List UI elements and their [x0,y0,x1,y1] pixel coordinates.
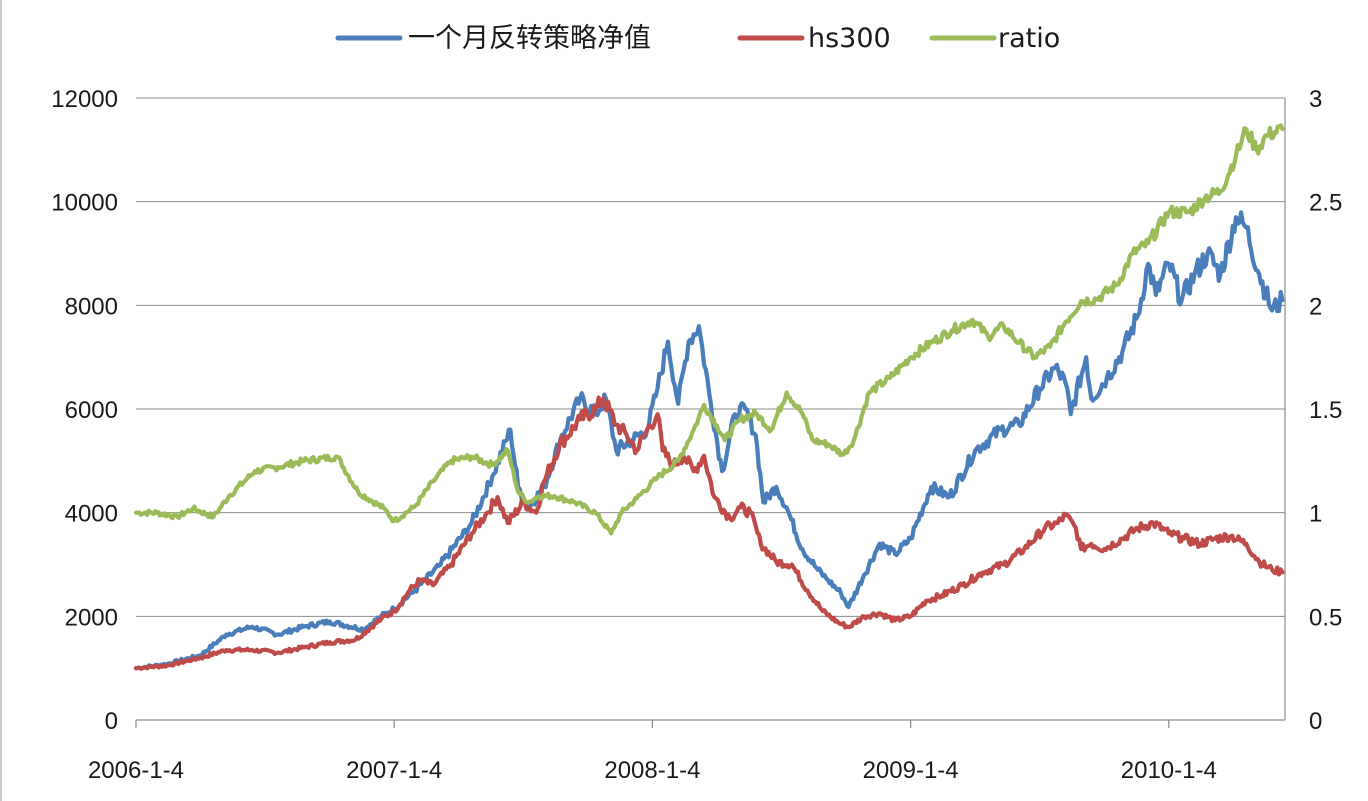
legend: 一个月反转策略净值 hs300 ratio [335,23,1060,54]
axes [0,0,1286,801]
series-line-ratio [133,123,1285,536]
series-line-strategy [133,210,1285,671]
x-tick-label: 2010-1-4 [1121,757,1217,784]
y-left-tick-label: 10000 [51,190,118,217]
y-left-tick-label: 2000 [65,604,118,631]
y-left-tick-label: 6000 [65,397,118,424]
y-left-tick-label: 0 [105,708,118,735]
y-right-tick-label: 3 [1309,86,1322,113]
series-lines [133,123,1285,671]
y-right-tick-label: 0 [1309,708,1322,735]
y-right-tick-label: 2.5 [1309,190,1342,217]
tick-labels: 0 2000 4000 6000 8000 10000 12000 0 0.5 1 1.5 2 2.5 3… [51,86,1342,784]
legend-label: 一个月反转策略净值 [408,23,651,54]
series-line-hs300 [133,395,1285,671]
legend-label: hs300 [808,23,891,54]
y-right-tick-label: 1.5 [1309,397,1342,424]
gridlines [136,97,1285,617]
x-tick-label: 2006-1-4 [88,757,184,784]
y-left-tick-label: 4000 [65,501,118,528]
y-left-tick-label: 12000 [51,86,118,113]
x-tick-label: 2008-1-4 [604,757,700,784]
legend-label: ratio [998,23,1060,54]
y-left-tick-label: 8000 [65,293,118,320]
y-right-tick-label: 1 [1309,501,1322,528]
x-tick-label: 2007-1-4 [346,757,442,784]
y-right-tick-label: 0.5 [1309,604,1342,631]
x-tick-label: 2009-1-4 [863,757,959,784]
y-right-tick-label: 2 [1309,293,1322,320]
